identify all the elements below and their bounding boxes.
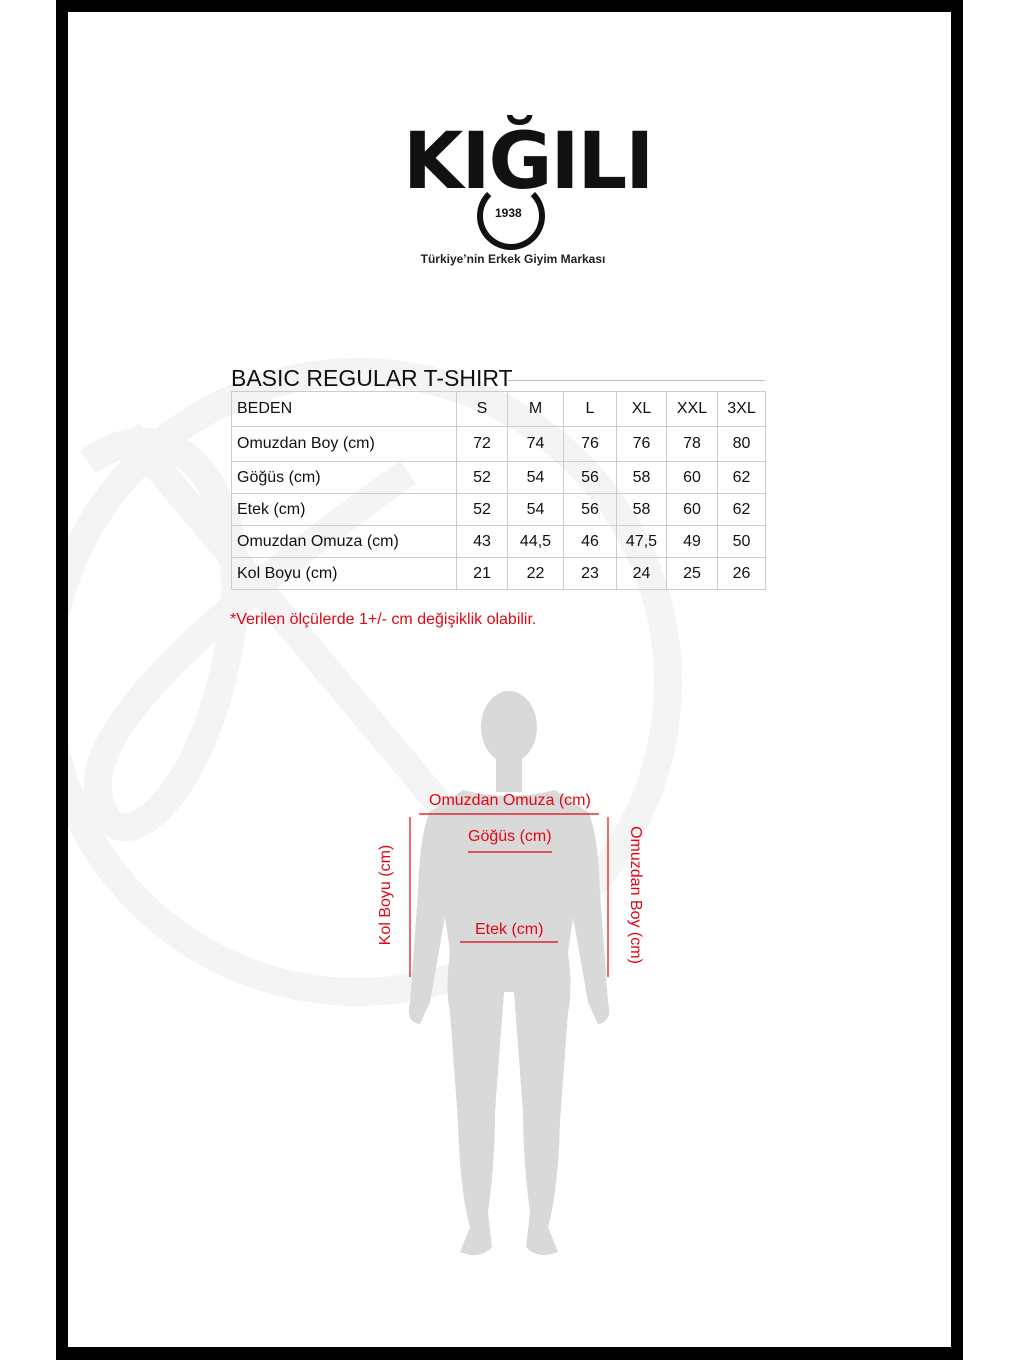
hem-label: Etek (cm): [475, 921, 544, 938]
body-silhouette: [408, 691, 610, 1256]
header-cell: XXL: [666, 391, 718, 427]
title-divider: [508, 380, 765, 381]
size-value: 49: [666, 525, 718, 558]
table-row: Kol Boyu (cm) 21 22 23 24 25 26: [231, 557, 766, 590]
size-value: 50: [717, 525, 766, 558]
watermark-logo: [68, 358, 682, 1006]
product-title: BASIC REGULAR T-SHIRT: [231, 365, 513, 391]
sleeve-label: Kol Boyu (cm): [377, 844, 395, 946]
table-row: Omuzdan Boy (cm) 72 74 76 76 78 80: [231, 426, 766, 462]
size-value: 44,5: [507, 525, 564, 558]
chest-label: Göğüs (cm): [468, 828, 552, 845]
size-value: 62: [717, 493, 766, 526]
table-row: Göğüs (cm) 52 54 56 58 60 62: [231, 461, 766, 494]
header-cell: L: [563, 391, 617, 427]
table-row: Omuzdan Omuza (cm) 43 44,5 46 47,5 49 50: [231, 525, 766, 558]
tolerance-note: *Verilen ölçülerde 1+/- cm değişiklik ol…: [230, 611, 537, 628]
size-value: 54: [507, 461, 564, 494]
header-cell: M: [507, 391, 564, 427]
size-value: 56: [563, 461, 617, 494]
size-value: 76: [616, 426, 667, 462]
size-value: 60: [666, 461, 718, 494]
measurement-label: Göğüs (cm): [231, 461, 457, 494]
page-frame: KIĞILI 1938 Türkiye’nin Erkek Giyim Mark…: [56, 0, 963, 1360]
brand-tagline: Türkiye’nin Erkek Giyim Markası: [420, 252, 606, 266]
size-value: 24: [616, 557, 667, 590]
table-header-row: BEDEN S M L XL XXL 3XL: [231, 391, 766, 427]
measurement-label: Omuzdan Boy (cm): [231, 426, 457, 462]
header-cell: XL: [616, 391, 667, 427]
shoulder-label: Omuzdan Omuza (cm): [429, 792, 591, 809]
measurement-label: Omuzdan Omuza (cm): [231, 525, 457, 558]
logo-ring: [477, 182, 545, 250]
brand-year: 1938: [495, 206, 522, 220]
size-value: 60: [666, 493, 718, 526]
size-value: 23: [563, 557, 617, 590]
size-value: 54: [507, 493, 564, 526]
size-chart-page: KIĞILI 1938 Türkiye’nin Erkek Giyim Mark…: [68, 12, 951, 1347]
size-value: 22: [507, 557, 564, 590]
size-value: 21: [456, 557, 508, 590]
brand-logo: KIĞILI 1938: [403, 122, 654, 250]
size-value: 25: [666, 557, 718, 590]
measurement-label: Kol Boyu (cm): [231, 557, 457, 590]
size-value: 76: [563, 426, 617, 462]
size-table: BEDEN S M L XL XXL 3XL Omuzdan Boy (cm) 7…: [231, 391, 766, 590]
header-cell: 3XL: [717, 391, 766, 427]
length-label: Omuzdan Boy (cm): [626, 826, 644, 964]
size-value: 26: [717, 557, 766, 590]
size-value: 74: [507, 426, 564, 462]
size-value: 47,5: [616, 525, 667, 558]
size-value: 80: [717, 426, 766, 462]
header-cell: BEDEN: [231, 391, 457, 427]
size-value: 56: [563, 493, 617, 526]
size-value: 52: [456, 461, 508, 494]
